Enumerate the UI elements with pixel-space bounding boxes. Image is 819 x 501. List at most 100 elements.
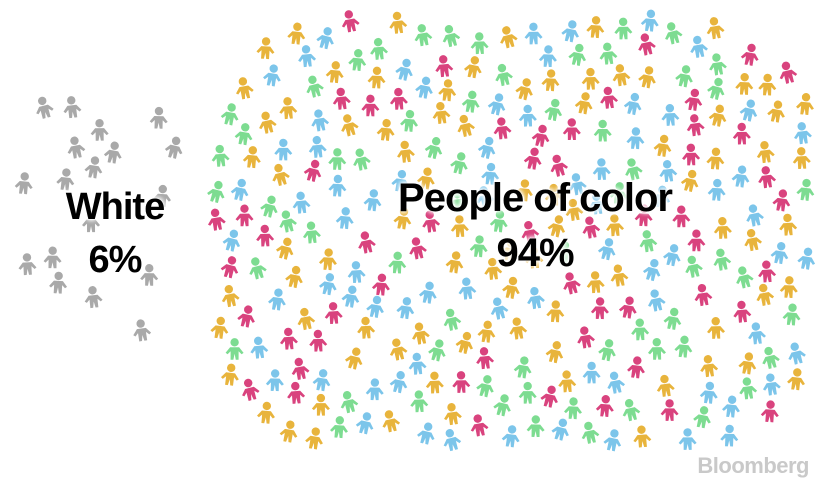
figure-person-of-color [287,22,306,45]
figure-person-of-color [391,169,410,193]
figure-person-of-color [606,214,625,237]
figure-person-of-color [501,425,520,448]
figure-person-of-color [618,296,637,319]
figure-person-of-color [772,189,791,212]
figure-person-of-color [318,273,337,296]
figure-white [149,106,168,129]
figure-person-of-color [256,224,275,247]
figure-person-of-color [287,381,306,404]
figure-person-of-color [422,210,441,233]
figure-person-of-color [625,158,643,181]
figure-person-of-color [756,283,775,306]
figure-person-of-color [569,173,587,196]
figure-person-of-color [626,127,645,150]
figure-white [153,184,171,207]
figure-person-of-color [257,401,275,424]
figure-person-of-color [678,428,697,450]
figure-person-of-color [687,229,706,252]
figure-person-of-color [563,272,581,295]
figure-person-of-color [330,416,348,439]
figure-person-of-color [638,66,656,89]
figure-person-of-color [652,185,670,208]
figure-person-of-color [526,415,545,438]
figure-person-of-color [495,63,513,87]
figure-person-of-color [531,124,550,147]
figure-person-of-color [736,266,754,289]
figure-person-of-color [610,264,629,287]
figure-white [67,136,86,159]
figure-person-of-color [438,79,457,102]
figure-person-of-color [344,347,363,370]
figure-person-of-color [609,182,628,205]
figure-person-of-color [672,205,691,228]
figure-person-of-color [389,87,408,110]
figure-person-of-color [279,210,297,233]
figure-person-of-color [225,338,244,360]
figure-person-of-color [442,24,461,48]
figure-person-of-color [358,231,376,254]
value-label-white: 6% [88,239,143,281]
figure-person-of-color [382,410,401,433]
figure-white [18,253,37,276]
figure-person-of-color [445,251,464,274]
figure-person-of-color [280,327,298,350]
figure-white [63,96,82,119]
figure-person-of-color [222,229,241,252]
figure-person-of-color [642,259,661,282]
figure-person-of-color [614,17,633,40]
figure-person-of-color [541,69,560,92]
figure-person-of-color [647,338,666,360]
figure-person-of-color [211,144,230,167]
figure-person-of-color [393,207,412,230]
figure-person-of-color [744,229,763,252]
figure-person-of-color [544,98,563,122]
figure-person-of-color [796,93,814,116]
figure-person-of-color [544,183,563,206]
figure-person-of-color [388,251,407,274]
figure-person-of-color [547,215,566,238]
figure-person-of-color [302,221,321,244]
figure-person-of-color [699,381,718,404]
figure-person-of-color [457,114,475,138]
figure-person-of-color [443,429,462,452]
figure-person-of-color [582,216,601,239]
figure-person-of-color [414,24,433,47]
figure-white [164,136,183,159]
figure-person-of-color [250,336,269,359]
figure-person-of-color [562,118,581,141]
figure-person-of-color [355,412,374,435]
figure-person-of-color [525,246,544,269]
figure-person-of-color [396,297,415,320]
figure-person-of-color [732,122,751,145]
figure-person-of-color [514,179,533,202]
figure-person-of-color [590,297,609,320]
figure-person-of-color [367,66,386,89]
figure-person-of-color [779,213,798,236]
figure-person-of-color [443,308,462,331]
figure-person-of-color [291,357,310,380]
figure-person-of-color [285,265,303,289]
figure-person-of-color [220,103,239,126]
figure-person-of-color [470,414,489,437]
figure-person-of-color [756,141,775,164]
figure-person-of-color [363,189,382,212]
figure-person-of-color [524,22,543,45]
figure-person-of-color [574,92,593,115]
figure-person-of-color [731,165,750,188]
figure-person-of-color [366,295,384,318]
figure-person-of-color [400,109,419,132]
figure-person-of-color [389,11,408,34]
figure-person-of-color [311,393,330,416]
figure-person-of-color [450,152,468,175]
figure-person-of-color [477,320,496,343]
figure-person-of-color [265,369,284,392]
figure-person-of-color [230,178,249,201]
figure-person-of-color [348,49,367,72]
figure-person-of-color [395,58,413,81]
figure-person-of-color [586,16,605,39]
figure-person-of-color [746,204,764,227]
figure-person-of-color [797,247,816,270]
figure-person-of-color [633,425,652,448]
figure-person-of-color [623,92,642,116]
figure-person-of-color [305,427,323,450]
